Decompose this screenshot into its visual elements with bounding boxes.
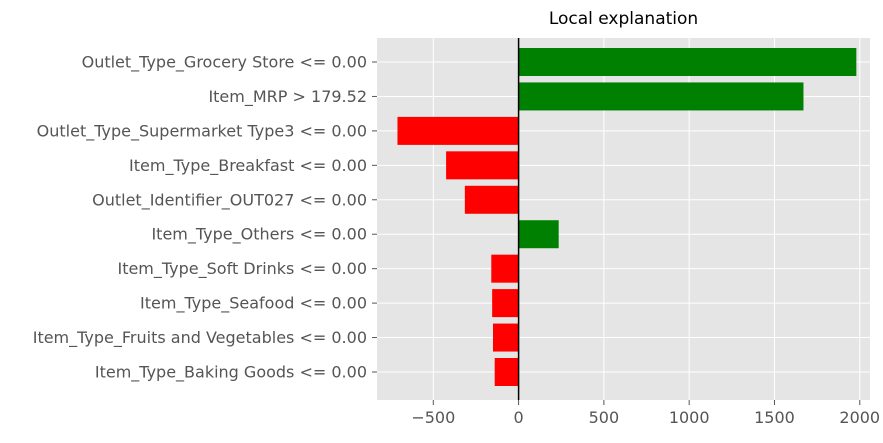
x-tick-label: 1500: [754, 408, 795, 427]
bar: [492, 289, 519, 318]
bar: [446, 151, 519, 180]
bar: [494, 358, 519, 386]
bars: [397, 48, 857, 386]
x-tick-labels: −500 0 500 1000 1500 2000: [411, 400, 880, 427]
bar: [491, 254, 519, 283]
bar: [493, 323, 519, 352]
y-tick-label: Item_MRP > 179.52: [208, 87, 367, 107]
y-tick-label: Item_Type_Breakfast <= 0.00: [129, 156, 367, 176]
y-tick-label: Item_Type_Fruits and Vegetables <= 0.00: [33, 328, 367, 348]
x-tick-label: 1000: [669, 408, 710, 427]
y-tick-label: Item_Type_Baking Goods <= 0.00: [95, 363, 367, 383]
x-tick-label: −500: [411, 408, 455, 427]
bar: [518, 220, 559, 249]
x-tick-label: 500: [589, 408, 620, 427]
y-tick-label: Outlet_Identifier_OUT027 <= 0.00: [92, 190, 367, 210]
x-tick-label: 2000: [839, 408, 880, 427]
y-tick-label: Outlet_Type_Grocery Store <= 0.00: [82, 53, 367, 73]
bar: [518, 82, 804, 111]
y-tick-label: Item_Type_Seafood <= 0.00: [140, 294, 367, 314]
bar: [518, 48, 857, 76]
bar: [397, 116, 519, 145]
x-tick-label: 0: [513, 408, 523, 427]
y-tick-label: Item_Type_Others <= 0.00: [151, 225, 367, 245]
bar: [464, 185, 519, 214]
y-tick-label: Item_Type_Soft Drinks <= 0.00: [117, 259, 367, 279]
chart-title: Local explanation: [549, 9, 698, 29]
y-tick-labels: Outlet_Type_Grocery Store <= 0.00 Item_MR…: [33, 53, 377, 383]
y-tick-label: Outlet_Type_Supermarket Type3 <= 0.00: [37, 121, 367, 141]
